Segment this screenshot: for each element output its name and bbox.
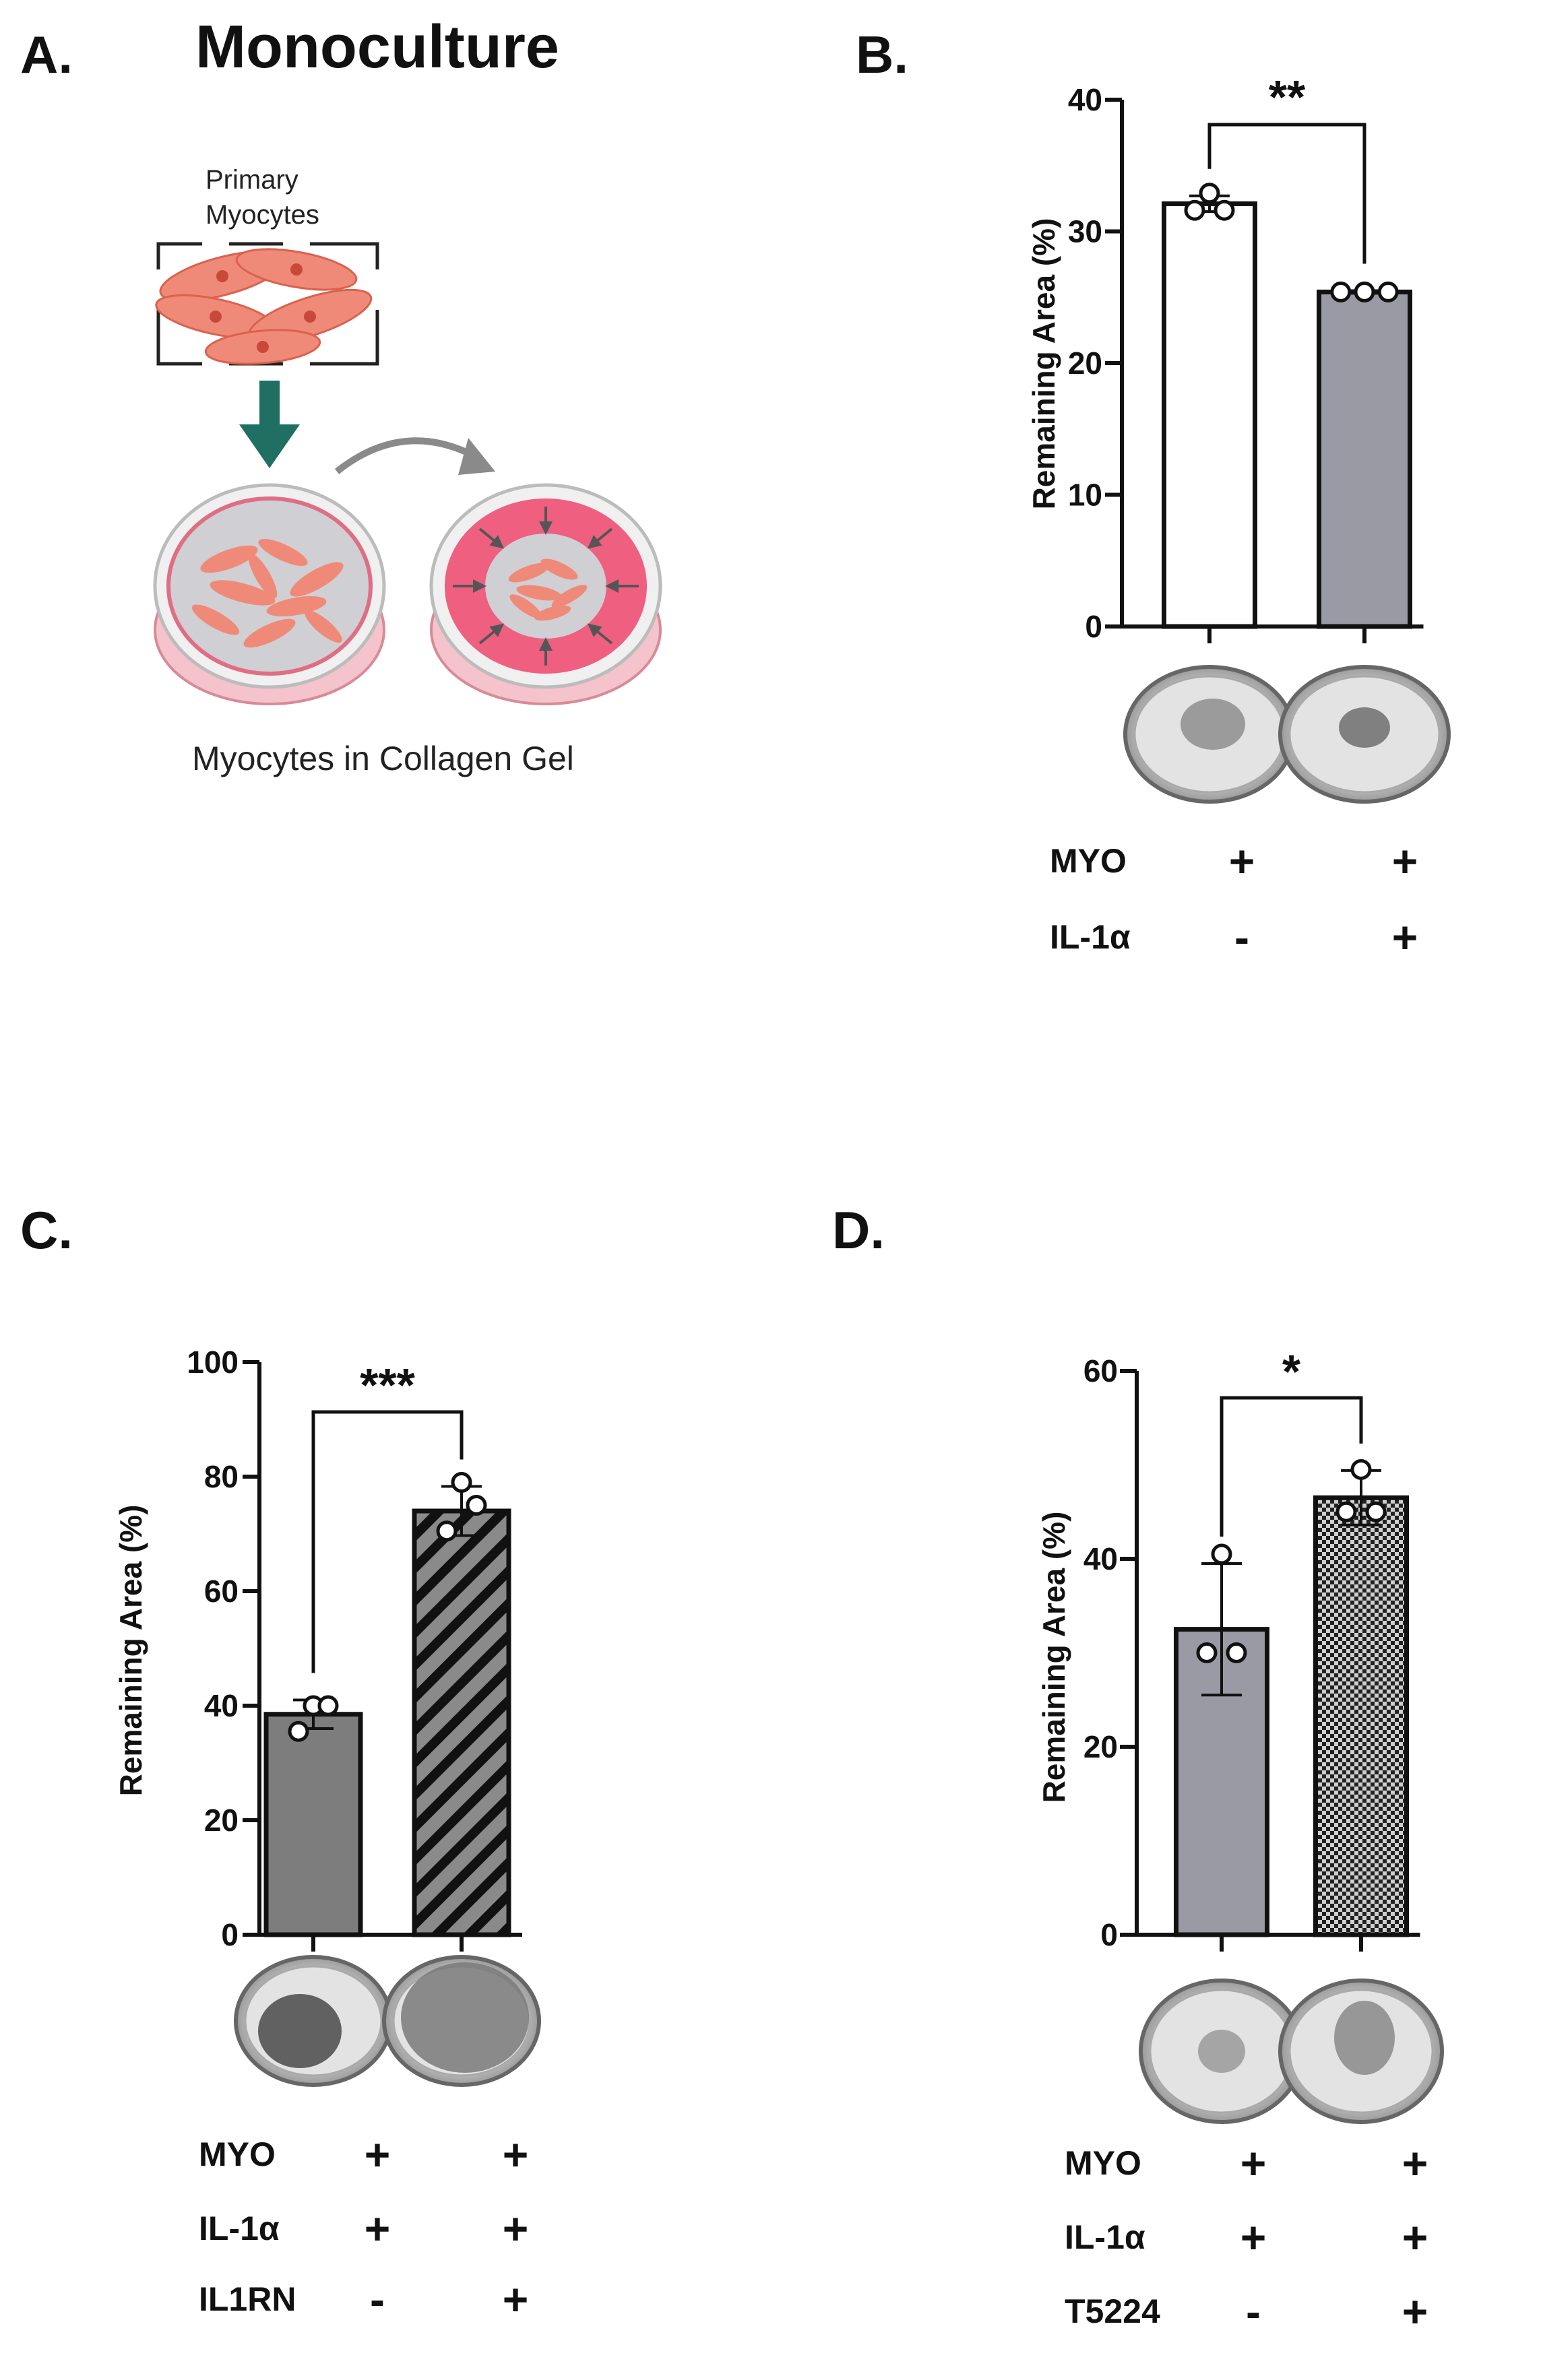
condition-label: IL-1α bbox=[1050, 918, 1131, 956]
condition-plus: + bbox=[503, 2274, 529, 2324]
y-tick-label: 20 bbox=[1083, 1729, 1118, 1764]
panel-d: D. 0 20 40 60 Remaining Area (%) * MYO + + IL-1α + +… bbox=[832, 1200, 1444, 2336]
data-point bbox=[1199, 183, 1220, 204]
condition-plus: + bbox=[1229, 836, 1255, 886]
curved-arrow-icon bbox=[334, 437, 480, 474]
panel-label: C. bbox=[20, 1200, 73, 1260]
y-tick-label: 30 bbox=[1068, 214, 1102, 249]
cell-label-primary: Primary bbox=[206, 165, 298, 195]
gel-contracted-area bbox=[1198, 2030, 1245, 2073]
significance-bracket bbox=[1207, 123, 1366, 264]
y-tick-label: 0 bbox=[221, 1917, 239, 1952]
y-tick-label: 0 bbox=[1085, 609, 1102, 644]
condition-plus: + bbox=[1240, 2212, 1267, 2262]
data-point bbox=[466, 1495, 487, 1516]
condition-label: MYO bbox=[1050, 842, 1127, 880]
data-point bbox=[451, 1472, 472, 1493]
panel-c: C. 0 20 40 60 80 100 Remaining Area (%) *** MYO + +… bbox=[20, 1200, 541, 2324]
condition-label: T5224 bbox=[1065, 2292, 1160, 2330]
data-point bbox=[436, 1520, 458, 1542]
data-point bbox=[1226, 1642, 1247, 1663]
y-axis-label: Remaining Area (%) bbox=[113, 1505, 148, 1797]
y-tick-label: 40 bbox=[1083, 1541, 1118, 1576]
y-tick-label: 20 bbox=[1068, 346, 1102, 381]
y-tick-label: 100 bbox=[187, 1345, 239, 1380]
collagen-dish-initial-icon bbox=[153, 483, 386, 705]
condition-minus: - bbox=[370, 2274, 385, 2324]
data-point bbox=[1184, 199, 1205, 221]
data-point bbox=[1350, 1458, 1372, 1480]
y-tick-label: 0 bbox=[1100, 1917, 1118, 1952]
data-point bbox=[317, 1695, 339, 1716]
condition-plus: + bbox=[1392, 912, 1418, 962]
gel-contracted-area bbox=[1334, 2001, 1395, 2075]
significance-label: * bbox=[1282, 1345, 1301, 1398]
condition-label: MYO bbox=[199, 2135, 276, 2173]
condition-plus: + bbox=[1402, 2138, 1428, 2188]
panel-label: B. bbox=[856, 25, 908, 84]
panel-label: D. bbox=[832, 1200, 885, 1260]
condition-label: IL1RN bbox=[199, 2280, 296, 2318]
bar bbox=[1162, 201, 1257, 629]
condition-minus: - bbox=[1234, 912, 1249, 962]
panel-a-caption: Myocytes in Collagen Gel bbox=[192, 740, 574, 777]
panel-a-label: A. bbox=[20, 25, 73, 84]
data-point bbox=[1214, 199, 1235, 221]
significance-bracket bbox=[311, 1410, 464, 1673]
y-axis-label: Remaining Area (%) bbox=[1036, 1512, 1071, 1803]
condition-label: MYO bbox=[1065, 2144, 1141, 2182]
data-point bbox=[1196, 1642, 1218, 1663]
bar bbox=[1317, 289, 1412, 629]
condition-plus: + bbox=[1402, 2212, 1428, 2262]
gel-contracted-area bbox=[1181, 699, 1245, 750]
condition-minus: - bbox=[1246, 2286, 1261, 2336]
condition-label: IL-1α bbox=[199, 2210, 280, 2247]
condition-plus: + bbox=[503, 2129, 529, 2179]
gel-contracted-area bbox=[401, 1962, 529, 2073]
y-tick-label: 40 bbox=[204, 1688, 239, 1723]
y-tick-label: 80 bbox=[204, 1459, 239, 1494]
data-point bbox=[1377, 281, 1399, 302]
condition-plus: + bbox=[365, 2204, 391, 2253]
significance-label: ** bbox=[1269, 71, 1306, 123]
bar bbox=[1313, 1495, 1409, 1937]
data-point bbox=[1335, 1501, 1357, 1522]
data-point bbox=[1211, 1543, 1232, 1565]
y-tick-label: 20 bbox=[204, 1803, 239, 1838]
condition-plus: + bbox=[1402, 2286, 1428, 2336]
panel-a-title: Monoculture bbox=[195, 13, 559, 81]
bar bbox=[263, 1712, 363, 1937]
condition-plus: + bbox=[1240, 2138, 1267, 2188]
y-tick-label: 10 bbox=[1068, 478, 1102, 513]
data-point bbox=[288, 1720, 309, 1742]
y-tick-label: 60 bbox=[204, 1574, 239, 1609]
significance-bracket bbox=[1220, 1396, 1363, 1537]
collagen-dish-contracted-icon bbox=[429, 483, 662, 705]
cell-label-myocytes: Myocytes bbox=[206, 200, 319, 230]
gel-contracted-area bbox=[1339, 707, 1390, 748]
myocyte-cells-icon bbox=[155, 248, 373, 365]
panel-a: A. Monoculture Primary Myocytes bbox=[20, 13, 662, 777]
y-tick-label: 60 bbox=[1083, 1353, 1118, 1388]
condition-label: IL-1α bbox=[1065, 2218, 1145, 2256]
gel-contracted-area bbox=[258, 1994, 342, 2068]
data-point bbox=[1365, 1501, 1387, 1522]
down-arrow-icon bbox=[239, 381, 300, 468]
bar bbox=[412, 1508, 511, 1937]
significance-label: *** bbox=[360, 1359, 415, 1411]
data-point bbox=[1354, 281, 1375, 302]
y-tick-label: 40 bbox=[1068, 82, 1102, 117]
y-axis-label: Remaining Area (%) bbox=[1026, 218, 1061, 510]
condition-plus: + bbox=[365, 2129, 391, 2179]
panel-b: B. 0 10 20 30 40 Remaining Area (%) ** MYO + + IL-1… bbox=[856, 25, 1451, 962]
condition-plus: + bbox=[503, 2204, 529, 2253]
condition-plus: + bbox=[1392, 836, 1418, 886]
data-point bbox=[1330, 281, 1352, 302]
